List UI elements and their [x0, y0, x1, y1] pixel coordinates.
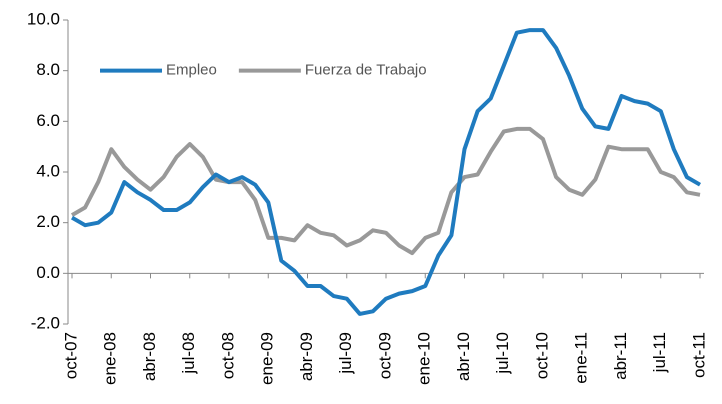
x-tick-label: ene-10 [415, 332, 434, 385]
x-tick-label: abr-11 [611, 332, 630, 380]
y-tick-label: -2.0 [31, 313, 60, 332]
y-tick-label: 0.0 [36, 263, 60, 282]
y-tick-label: 6.0 [36, 111, 60, 130]
legend-label: Empleo [166, 62, 217, 79]
x-tick-label: jul-11 [650, 332, 669, 373]
y-tick-label: 4.0 [36, 161, 60, 180]
x-tick-label: ene-08 [101, 332, 120, 385]
x-tick-label: ene-09 [258, 332, 277, 385]
x-tick-label: abr-09 [297, 332, 316, 381]
x-tick-label: oct-07 [61, 332, 80, 379]
x-tick-label: abr-08 [140, 332, 159, 381]
x-tick-label: ene-11 [572, 332, 591, 384]
series-line [70, 126, 701, 256]
x-tick-label: jul-10 [493, 332, 512, 375]
x-tick-label: oct-10 [532, 332, 551, 379]
y-tick-label: 8.0 [36, 60, 60, 79]
x-tick-label: oct-11 [689, 332, 708, 378]
series-line [70, 28, 702, 316]
x-tick-label: oct-09 [375, 332, 394, 379]
x-tick-label: jul-09 [336, 332, 355, 375]
x-tick-label: oct-08 [218, 332, 237, 379]
legend-label: Fuerza de Trabajo [305, 62, 427, 79]
x-tick-label: jul-08 [179, 332, 198, 375]
x-tick-label: abr-10 [454, 332, 473, 381]
y-tick-label: 2.0 [36, 212, 60, 231]
y-tick-label: 10.0 [27, 9, 60, 28]
